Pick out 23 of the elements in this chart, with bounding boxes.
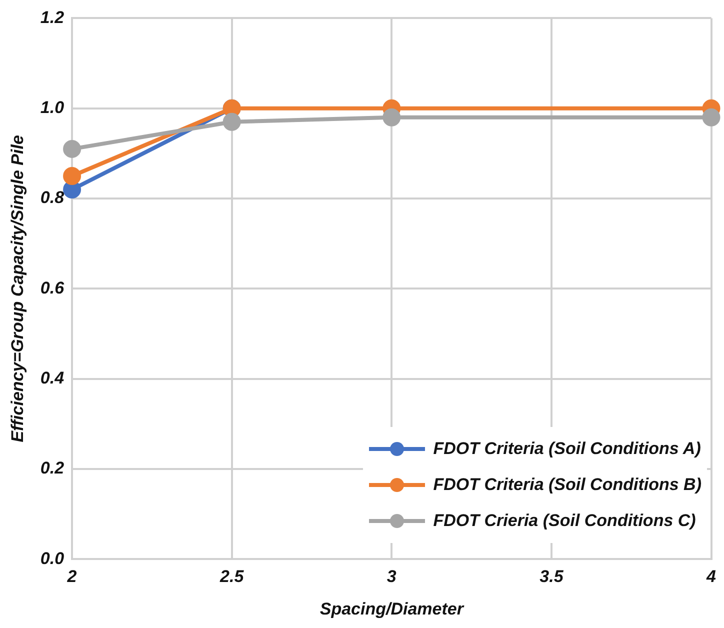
y-tick-label: 1.2 [40,8,65,27]
point [382,108,401,126]
point [63,180,82,199]
y-tick-label: 0.4 [40,368,65,388]
point [63,140,82,158]
y-axis-title: Efficiency=Group Capacity/Single Pile [8,135,27,442]
x-tick-label: 3.5 [540,567,564,586]
y-tick-label: 0.2 [40,458,65,478]
x-tick-label: 2 [66,567,78,586]
point [702,108,720,126]
y-tick-label: 0.0 [40,548,65,568]
x-tick-label: 4 [706,567,717,586]
legend-label: FDOT Crieria (Soil Conditions C) [433,511,696,532]
point [222,112,241,131]
y-tick-label: 0.6 [40,278,65,298]
x-tick-label: 3 [386,567,397,586]
point [63,166,82,185]
x-tick-label: 2.5 [219,567,244,586]
legend-label: FDOT Criteria (Soil Conditions B) [433,475,702,496]
y-tick-label: 1.0 [40,98,65,118]
y-tick-label: 0.8 [40,188,65,208]
x-axis-title: Spacing/Diameter [320,599,465,618]
legend-label: FDOT Criteria (Soil Conditions A) [433,439,701,460]
